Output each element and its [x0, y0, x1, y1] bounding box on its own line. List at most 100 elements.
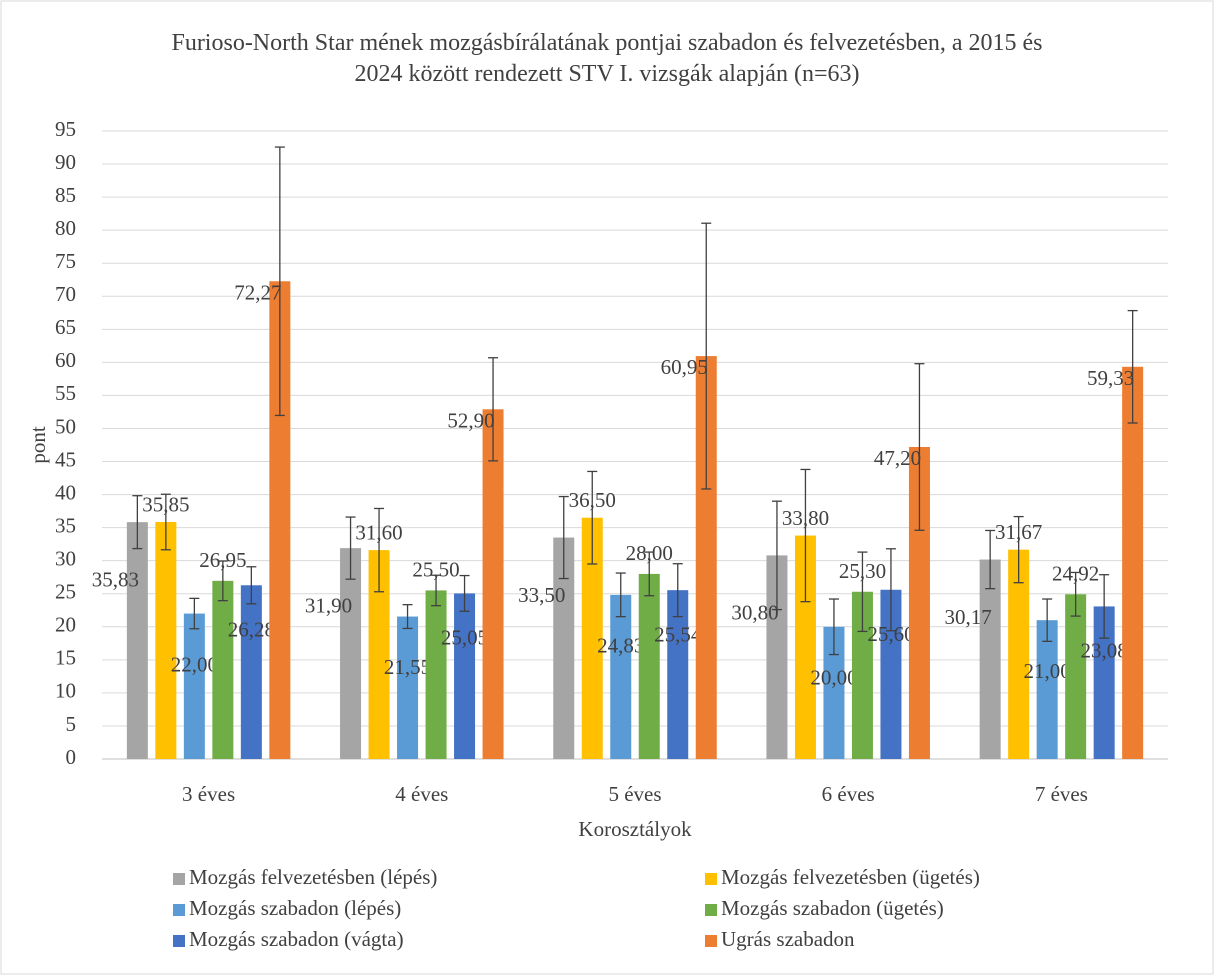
legend-swatch [705, 935, 717, 947]
error-bar [615, 572, 626, 618]
bar [397, 616, 419, 759]
y-tick-label: 35 [55, 513, 76, 537]
bar [823, 626, 845, 759]
bar [183, 613, 205, 759]
data-label: 28,00 [626, 541, 673, 565]
data-label: 24,83 [597, 634, 644, 658]
data-label: 25,30 [839, 559, 886, 583]
data-label: 26,95 [199, 548, 246, 572]
data-label: 47,20 [874, 446, 921, 470]
bar [610, 594, 632, 759]
error-bar [701, 222, 712, 490]
data-label: 25,05 [441, 625, 488, 649]
y-tick-label: 70 [55, 282, 76, 306]
y-axis-title: pont [26, 426, 50, 464]
error-bar [132, 495, 143, 550]
error-bar [246, 566, 257, 605]
bar [667, 590, 689, 759]
legend-label: Mozgás felvezetésben (lépés) [189, 865, 437, 889]
x-tick-label: 5 éves [608, 782, 661, 806]
bar [638, 573, 660, 759]
bar [794, 535, 816, 759]
data-label: 33,80 [782, 506, 829, 530]
y-tick-label: 75 [55, 249, 76, 273]
bar [425, 590, 447, 759]
bar [126, 522, 148, 759]
legend-label: Ugrás szabadon [721, 927, 855, 951]
bar [1008, 549, 1030, 759]
data-label: 21,55 [384, 655, 431, 679]
data-label: 59,33 [1087, 366, 1134, 390]
error-bar [857, 551, 868, 633]
bar [880, 589, 902, 759]
error-bar [274, 146, 285, 417]
y-tick-label: 45 [55, 447, 76, 471]
data-label: 21,00 [1024, 659, 1071, 683]
y-tick-label: 30 [55, 546, 76, 570]
error-bar [402, 603, 413, 630]
error-bar [644, 551, 655, 597]
error-bar [1013, 515, 1024, 584]
y-tick-label: 55 [55, 381, 76, 405]
data-label: 36,50 [569, 488, 616, 512]
y-tick-label: 65 [55, 315, 76, 339]
data-label: 31,60 [355, 521, 402, 545]
bar [1122, 366, 1144, 759]
y-tick-label: 25 [55, 580, 76, 604]
bar [155, 522, 177, 759]
data-label: 23,08 [1081, 639, 1128, 663]
legend-label: Mozgás felvezetésben (ügetés) [721, 865, 980, 889]
data-label: 35,85 [142, 493, 189, 517]
bar [695, 356, 717, 759]
bar [1036, 620, 1058, 759]
y-tick-label: 15 [55, 646, 76, 670]
bar [454, 593, 476, 759]
error-bar [488, 357, 499, 462]
y-tick-label: 10 [55, 679, 76, 703]
legend-swatch [173, 935, 185, 947]
data-label: 31,67 [995, 520, 1042, 544]
error-bar [828, 598, 839, 656]
error-bar [1070, 571, 1081, 617]
x-tick-label: 6 éves [822, 782, 875, 806]
data-label: 72,27 [234, 280, 281, 304]
data-label: 52,90 [447, 408, 494, 432]
y-tick-label: 20 [55, 613, 76, 637]
error-bar [1099, 574, 1110, 639]
error-bar [885, 548, 896, 632]
bar [482, 409, 504, 759]
data-label: 30,17 [945, 605, 992, 629]
error-bar [217, 560, 228, 602]
bar [766, 555, 788, 759]
legend-label: Mozgás szabadon (ügetés) [721, 896, 944, 920]
error-bar [771, 500, 782, 611]
y-tick-label: 50 [55, 414, 76, 438]
x-tick-label: 7 éves [1035, 782, 1088, 806]
data-label: 30,80 [731, 601, 778, 625]
error-bar [800, 468, 811, 603]
legend-label: Mozgás szabadon (vágta) [189, 927, 404, 951]
bar [908, 446, 930, 759]
error-bar [345, 516, 356, 580]
data-label: 33,50 [518, 583, 565, 607]
bar [212, 580, 234, 759]
bar [979, 559, 1001, 759]
error-bar [160, 493, 171, 551]
bar [269, 281, 291, 759]
error-bar [374, 507, 385, 593]
y-tick-label: 0 [66, 745, 77, 769]
error-bar [587, 470, 598, 565]
legend-swatch [173, 904, 185, 916]
bar [1093, 606, 1115, 759]
data-label: 26,28 [228, 617, 275, 641]
error-bar [1127, 309, 1138, 424]
error-bar [985, 529, 996, 590]
data-label: 60,95 [661, 355, 708, 379]
bar [553, 537, 575, 759]
data-label: 31,90 [305, 593, 352, 617]
bar [340, 548, 362, 759]
legend-label: Mozgás szabadon (lépés) [189, 896, 401, 920]
